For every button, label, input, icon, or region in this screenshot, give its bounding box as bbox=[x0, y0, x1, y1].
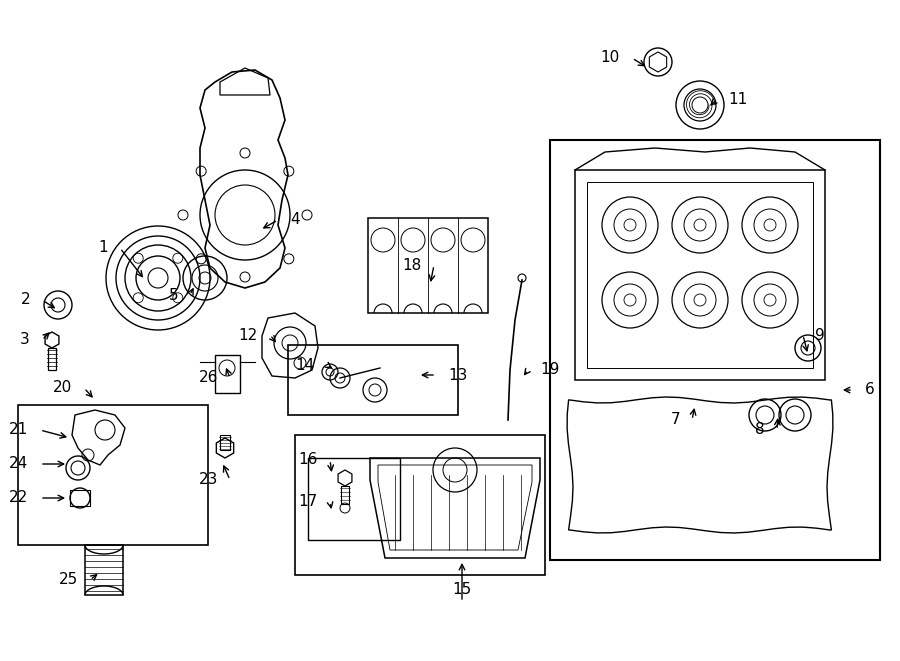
Text: 8: 8 bbox=[755, 422, 765, 438]
Text: 12: 12 bbox=[238, 327, 258, 342]
Text: 20: 20 bbox=[53, 381, 72, 395]
Text: 5: 5 bbox=[168, 288, 178, 303]
Bar bbox=[70, 490, 90, 506]
Text: 1: 1 bbox=[98, 241, 108, 256]
Bar bbox=[48, 348, 56, 370]
Text: 9: 9 bbox=[815, 327, 824, 342]
Bar bbox=[550, 140, 880, 560]
Text: 24: 24 bbox=[9, 457, 28, 471]
Polygon shape bbox=[338, 470, 352, 486]
Text: 16: 16 bbox=[299, 453, 318, 467]
Bar bbox=[368, 218, 488, 313]
Text: 7: 7 bbox=[670, 412, 680, 428]
Text: 13: 13 bbox=[448, 368, 467, 383]
Bar bbox=[308, 458, 400, 540]
Text: 25: 25 bbox=[58, 572, 78, 588]
Text: 6: 6 bbox=[865, 383, 875, 397]
Text: 23: 23 bbox=[199, 473, 218, 488]
Bar bbox=[18, 405, 208, 545]
Bar bbox=[341, 486, 349, 504]
Bar bbox=[288, 345, 458, 415]
Bar bbox=[575, 170, 825, 380]
Text: 11: 11 bbox=[728, 93, 747, 108]
Text: 15: 15 bbox=[453, 582, 472, 598]
Bar bbox=[587, 182, 813, 368]
Text: 22: 22 bbox=[9, 490, 28, 506]
Text: 3: 3 bbox=[20, 332, 30, 348]
Text: 21: 21 bbox=[9, 422, 28, 438]
Text: 18: 18 bbox=[403, 258, 422, 272]
Bar bbox=[215, 355, 240, 393]
Bar bbox=[220, 435, 230, 450]
Text: 26: 26 bbox=[199, 371, 218, 385]
Text: 19: 19 bbox=[540, 362, 560, 377]
Text: 4: 4 bbox=[290, 212, 300, 227]
Bar bbox=[85, 545, 123, 595]
Text: 2: 2 bbox=[21, 293, 30, 307]
Text: 10: 10 bbox=[601, 50, 620, 65]
Polygon shape bbox=[45, 332, 58, 348]
Bar bbox=[295, 435, 545, 575]
Text: 14: 14 bbox=[296, 358, 315, 373]
Polygon shape bbox=[216, 438, 234, 458]
Text: 17: 17 bbox=[299, 494, 318, 510]
